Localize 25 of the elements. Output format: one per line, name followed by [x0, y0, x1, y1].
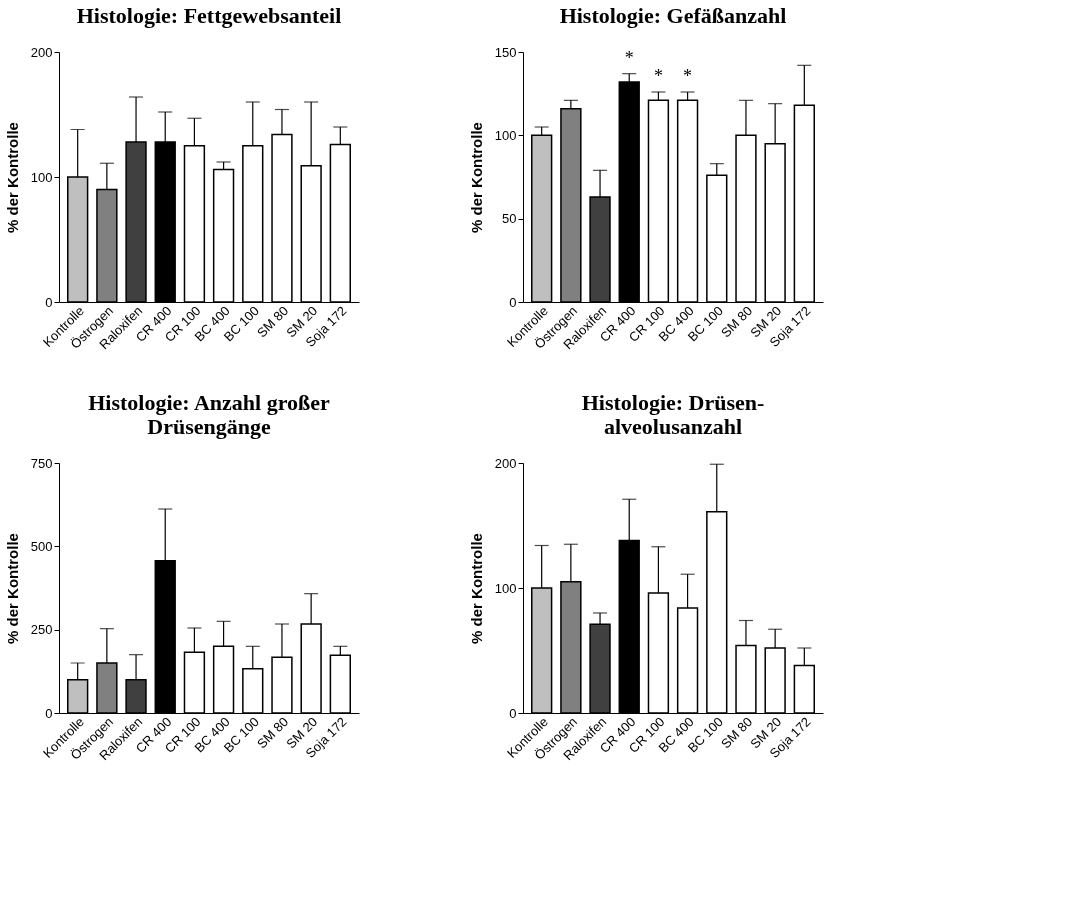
y-tick-label: 50 — [502, 211, 517, 227]
chart-title: Histologie: Anzahl großer Drüsengänge — [88, 390, 331, 439]
y-tick-label: 100 — [494, 580, 517, 596]
y-tick-label: 200 — [30, 44, 53, 60]
annotation: * — [683, 66, 693, 86]
y-tick-label: 0 — [509, 294, 517, 310]
y-tick-label: 100 — [494, 127, 517, 143]
y-tick-label: 100 — [30, 169, 53, 185]
y-tick-label: 750 — [30, 455, 53, 471]
y-axis-title: % der Kontrolle — [467, 533, 485, 644]
chart-title: Histologie: Fettgewebsanteil — [76, 3, 342, 28]
y-tick-label: 250 — [30, 622, 53, 638]
y-tick-label: 500 — [30, 538, 53, 554]
chart-title: Histologie: Drüsen- alveolusanzahl — [581, 390, 765, 439]
chart-title: Histologie: Gefäßanzahl — [559, 3, 787, 28]
y-axis-title: % der Kontrolle — [3, 533, 21, 644]
y-tick-label: 0 — [45, 294, 53, 310]
y-axis-title: % der Kontrolle — [467, 122, 485, 233]
annotation: * — [653, 66, 663, 86]
y-tick-label: 0 — [45, 705, 53, 721]
y-tick-label: 0 — [509, 705, 517, 721]
y-tick-label: 200 — [494, 455, 517, 471]
annotation: * — [624, 47, 634, 68]
y-axis-title: % der Kontrolle — [3, 122, 21, 233]
y-tick-label: 150 — [494, 44, 517, 60]
